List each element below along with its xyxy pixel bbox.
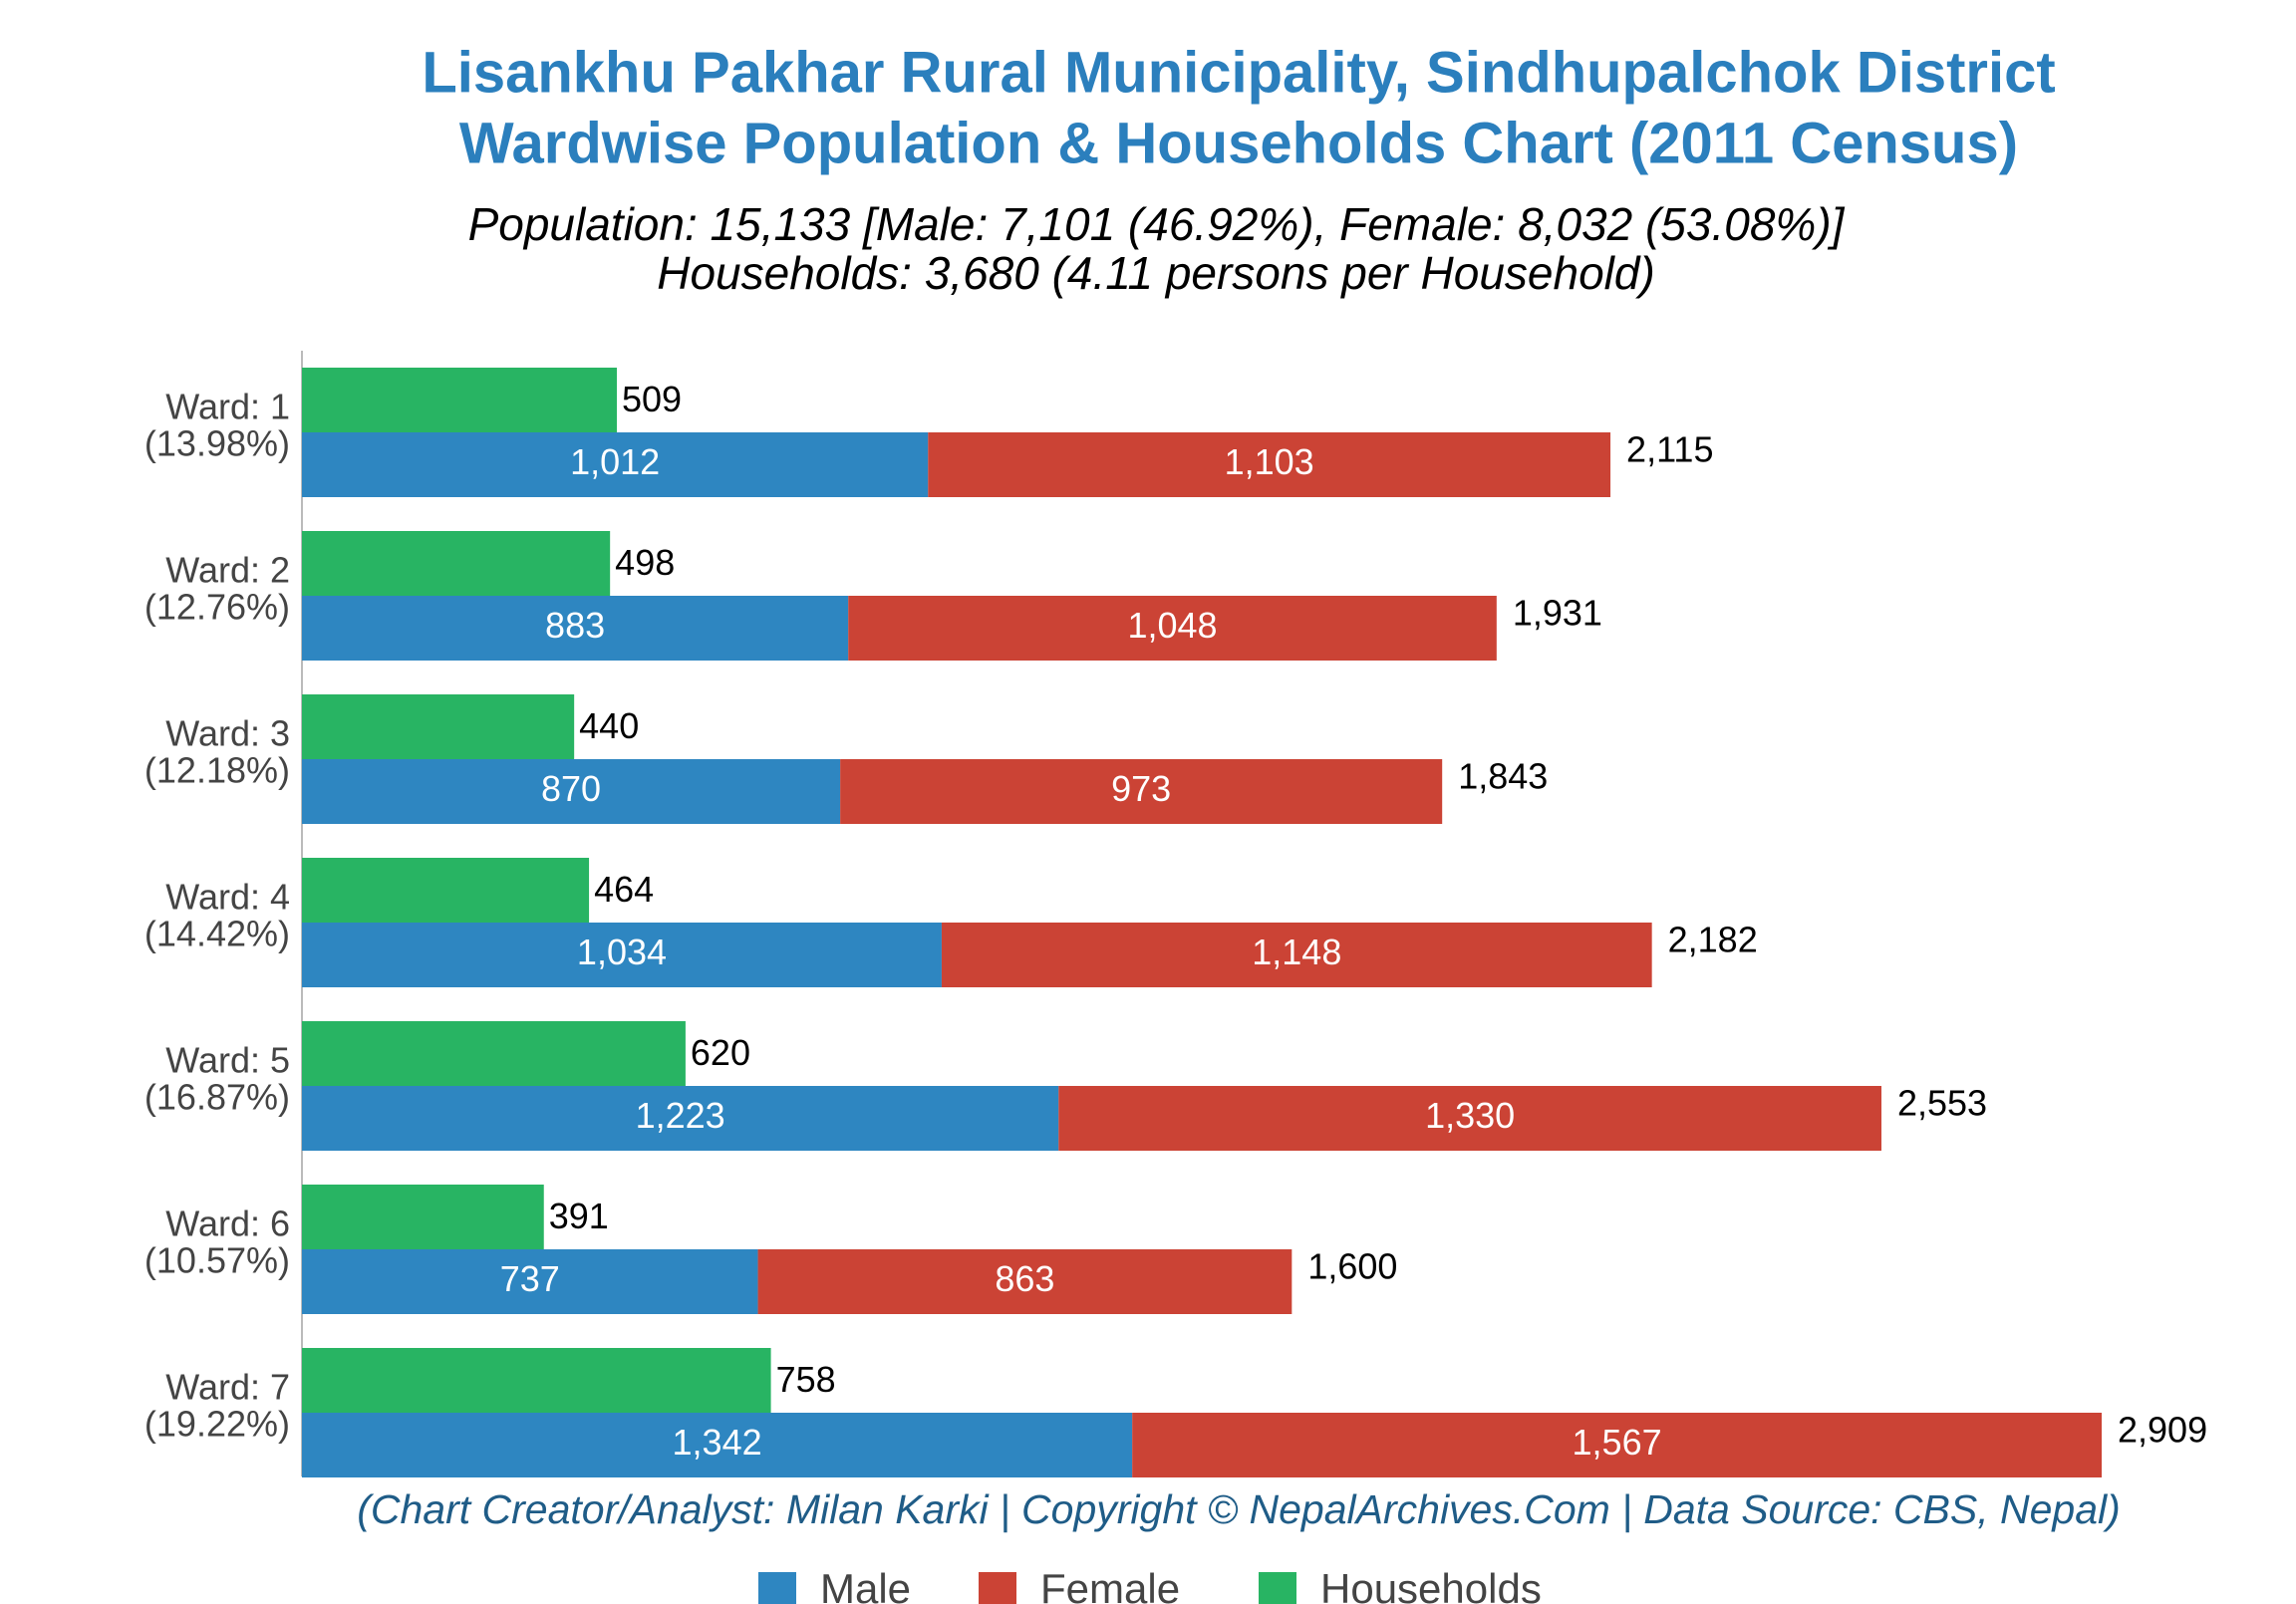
data-label: 1,034	[577, 932, 667, 972]
data-label: 498	[615, 542, 675, 583]
y-tick-label: Ward: 4	[165, 877, 290, 918]
data-label: 1,342	[673, 1422, 762, 1463]
total-label: 2,182	[1668, 920, 1758, 960]
bar-segment	[757, 1249, 1292, 1314]
data-label: 1,330	[1425, 1095, 1515, 1136]
bar-segment	[302, 1086, 1059, 1151]
data-label: 1,048	[1127, 605, 1217, 646]
subtitle: Households: 3,680 (4.11 persons per Hous…	[657, 247, 1655, 299]
bar	[302, 368, 618, 432]
bar-segment	[840, 759, 1443, 824]
data-label: 863	[995, 1258, 1054, 1299]
bar	[302, 1021, 686, 1086]
credit: (Chart Creator/Analyst: Milan Karki | Co…	[357, 1486, 2121, 1532]
data-label: 1,223	[636, 1095, 725, 1136]
data-label: 1,148	[1252, 932, 1341, 972]
y-tick-label: Ward: 2	[165, 550, 290, 591]
legend-swatch	[979, 1572, 1016, 1604]
data-label: 509	[622, 379, 682, 419]
bar-segment	[302, 596, 849, 661]
y-tick-label: (13.98%)	[144, 423, 290, 464]
legend-label: Households	[1320, 1565, 1542, 1604]
total-label: 2,553	[1897, 1083, 1987, 1124]
bar-segment	[848, 596, 1497, 661]
bar-segment	[302, 432, 929, 497]
chart-title: Wardwise Population & Households Chart (…	[459, 111, 2018, 175]
total-label: 1,600	[1307, 1246, 1397, 1287]
bar-segment	[302, 1413, 1133, 1477]
data-label: 620	[691, 1032, 750, 1073]
data-label: 973	[1111, 768, 1171, 809]
y-tick-label: (12.76%)	[144, 587, 290, 628]
bar-segment	[928, 432, 1611, 497]
bar-segment	[302, 759, 841, 824]
data-label: 1,567	[1573, 1422, 1662, 1463]
legend-label: Female	[1040, 1565, 1180, 1604]
data-label: 870	[541, 768, 601, 809]
legend-swatch	[1259, 1572, 1296, 1604]
data-label: 883	[545, 605, 605, 646]
total-label: 2,909	[2118, 1410, 2207, 1451]
bar	[302, 1185, 544, 1249]
legend-swatch	[758, 1572, 796, 1604]
y-tick-label: (14.42%)	[144, 914, 290, 954]
bar-segment	[302, 1249, 758, 1314]
subtitle: Population: 15,133 [Male: 7,101 (46.92%)…	[468, 198, 1846, 250]
data-label: 391	[549, 1196, 609, 1236]
data-label: 440	[579, 705, 639, 746]
total-label: 2,115	[1626, 429, 1713, 470]
y-tick-label: (12.18%)	[144, 750, 290, 791]
y-tick-label: Ward: 3	[165, 713, 290, 754]
bar	[302, 531, 611, 596]
y-tick-label: Ward: 7	[165, 1367, 290, 1408]
data-label: 737	[500, 1258, 560, 1299]
bar-segment	[302, 923, 942, 987]
chart-title: Lisankhu Pakhar Rural Municipality, Sind…	[422, 40, 2055, 105]
y-tick-label: Ward: 5	[165, 1040, 290, 1081]
bar	[302, 694, 575, 759]
bar-segment	[941, 923, 1652, 987]
data-label: 1,012	[570, 441, 660, 482]
legend-label: Male	[820, 1565, 911, 1604]
data-label: 758	[776, 1359, 836, 1400]
y-tick-label: Ward: 1	[165, 387, 290, 427]
y-tick-label: Ward: 6	[165, 1203, 290, 1244]
y-tick-label: (19.22%)	[144, 1404, 290, 1445]
bar-segment	[1058, 1086, 1881, 1151]
total-label: 1,931	[1513, 593, 1602, 634]
total-label: 1,843	[1458, 756, 1548, 797]
bar	[302, 858, 590, 923]
data-label: 464	[594, 869, 654, 910]
y-tick-label: (10.57%)	[144, 1240, 290, 1281]
y-tick-label: (16.87%)	[144, 1077, 290, 1118]
bar-segment	[1132, 1413, 2102, 1477]
bar	[302, 1348, 771, 1413]
data-label: 1,103	[1225, 441, 1314, 482]
